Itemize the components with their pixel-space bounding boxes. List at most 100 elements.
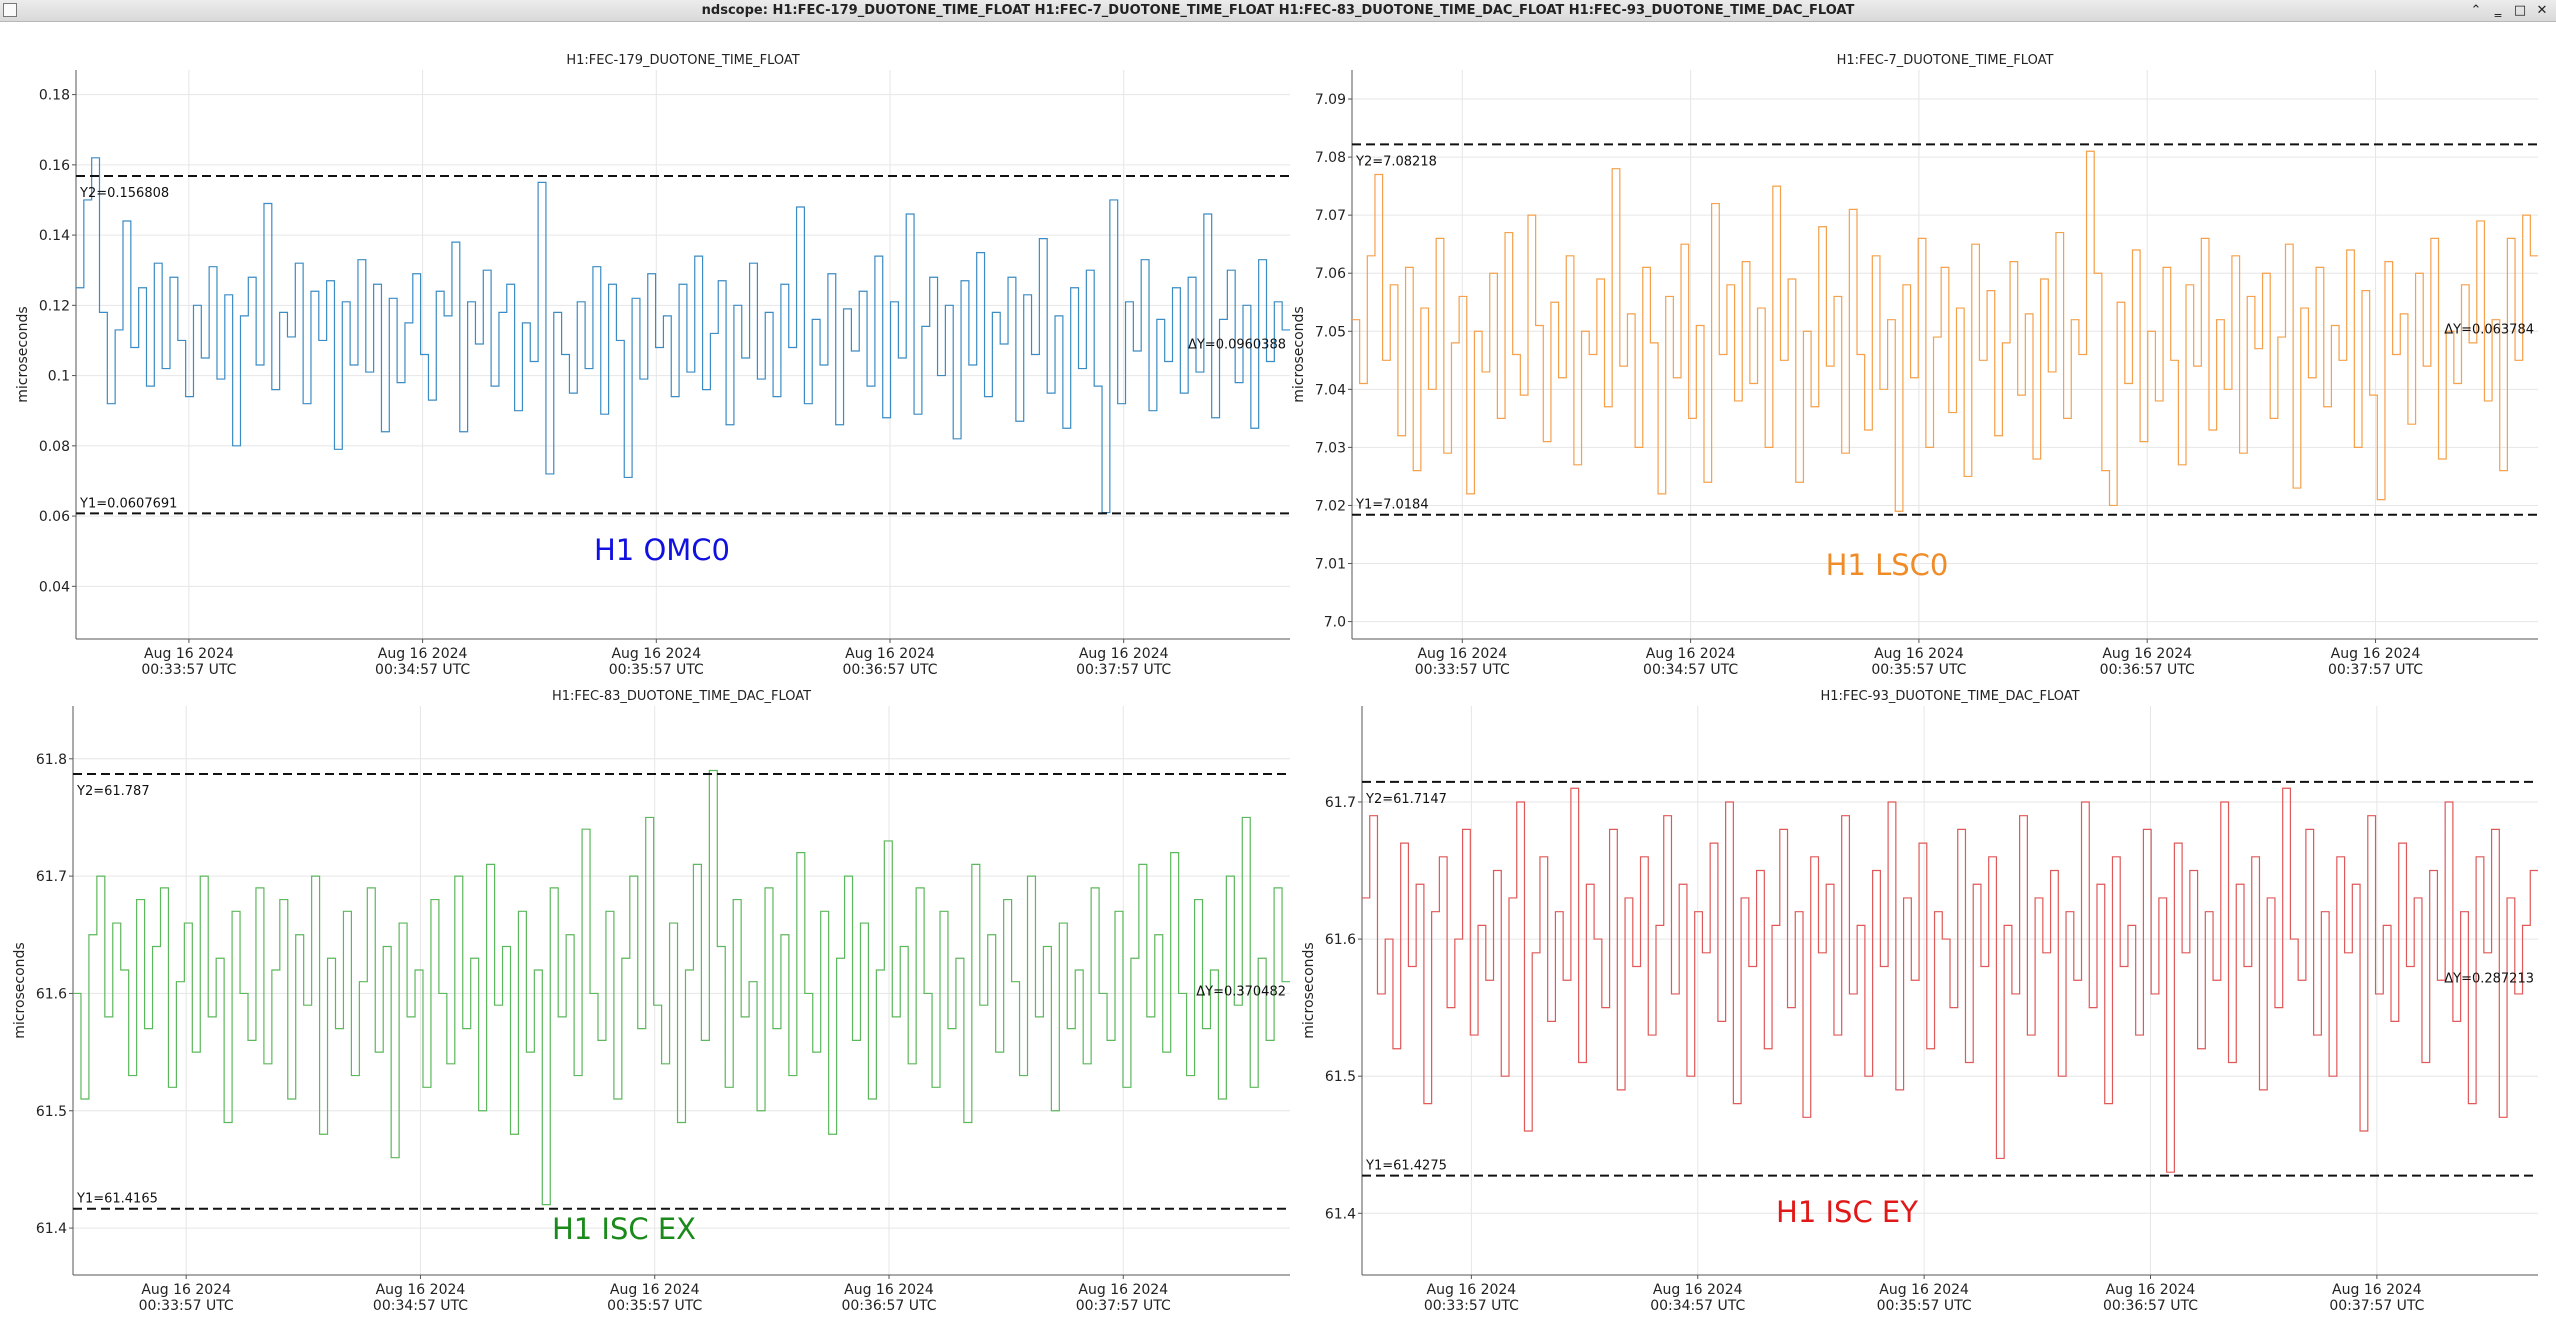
plot-title: H1:FEC-7_DUOTONE_TIME_FLOAT	[1837, 53, 2054, 68]
cursor-y2-label: Y2=0.156808	[79, 186, 169, 201]
y-axis-label: microseconds	[12, 942, 28, 1038]
cursor-y1-label: Y1=7.0184	[1355, 498, 1429, 513]
x-tick-label-time: 00:34:57 UTC	[373, 1298, 468, 1314]
x-tick-label-time: 00:36:57 UTC	[841, 1298, 936, 1314]
y-tick-label: 7.06	[1315, 266, 1346, 282]
x-tick-label-date: Aug 16 2024	[845, 646, 935, 662]
y-tick-label: 0.18	[39, 88, 70, 104]
restore-up-button[interactable]: ⌃	[2470, 3, 2482, 18]
x-tick-label-time: 00:37:57 UTC	[1076, 662, 1171, 678]
x-tick-label-time: 00:33:57 UTC	[1415, 662, 1510, 678]
y-tick-label: 0.04	[39, 579, 70, 595]
minimize-button[interactable]: ‗	[2494, 3, 2502, 18]
x-tick-label-date: Aug 16 2024	[378, 646, 468, 662]
y-tick-label: 61.4	[36, 1221, 67, 1237]
x-tick-label-date: Aug 16 2024	[2332, 1282, 2422, 1298]
y-tick-label: 7.08	[1315, 150, 1346, 166]
x-tick-label-time: 00:36:57 UTC	[842, 662, 937, 678]
y-axis-label: microseconds	[1301, 942, 1317, 1038]
plot-fec-7[interactable]: H1:FEC-7_DUOTONE_TIME_FLOAT 7.0 7.01 7.02 7.…	[1291, 48, 2556, 678]
x-tick-label-time: 00:37:57 UTC	[2329, 1298, 2424, 1314]
x-tick-label-time: 00:36:57 UTC	[2100, 662, 2195, 678]
x-tick-label-time: 00:33:57 UTC	[1424, 1298, 1519, 1314]
x-tick-label-time: 00:33:57 UTC	[141, 662, 236, 678]
app-icon	[3, 3, 17, 17]
window-controls: ⌃ ‗ □ ✕	[2468, 2, 2550, 20]
cursor-y2-label: Y2=61.7147	[1365, 792, 1447, 807]
y-tick-label: 7.0	[1324, 615, 1346, 631]
series-trace	[1362, 787, 2538, 1173]
x-tick-label-time: 00:35:57 UTC	[609, 662, 704, 678]
cursor-y2-label: Y2=7.08218	[1355, 154, 1437, 169]
x-tick-label-date: Aug 16 2024	[141, 1282, 231, 1298]
window-title: ndscope: H1:FEC-179_DUOTONE_TIME_FLOAT H…	[701, 3, 1855, 18]
series-trace	[73, 769, 1290, 1206]
cursor-dy-label: ΔY=0.287213	[2444, 972, 2534, 987]
x-tick-label-date: Aug 16 2024	[1874, 646, 1964, 662]
cursor-y2-label: Y2=61.787	[76, 784, 150, 799]
x-tick-label-date: Aug 16 2024	[1427, 1282, 1517, 1298]
y-tick-label: 0.06	[39, 509, 70, 525]
maximize-button[interactable]: □	[2513, 3, 2527, 18]
y-axis-label: microseconds	[1291, 306, 1307, 402]
x-tick-label-date: Aug 16 2024	[2331, 646, 2421, 662]
channel-annotation: H1 ISC EY	[1776, 1195, 1918, 1229]
cursor-dy-label: ΔY=0.063784	[2444, 323, 2534, 338]
channel-annotation: H1 LSC0	[1826, 548, 1949, 582]
x-tick-label-time: 00:35:57 UTC	[1871, 662, 1966, 678]
x-tick-label-time: 00:34:57 UTC	[1643, 662, 1738, 678]
plot-title: H1:FEC-83_DUOTONE_TIME_DAC_FLOAT	[552, 689, 811, 704]
plot-title: H1:FEC-93_DUOTONE_TIME_DAC_FLOAT	[1820, 689, 2079, 704]
y-tick-label: 61.8	[36, 752, 67, 768]
close-button[interactable]: ✕	[2536, 3, 2548, 18]
channel-annotation: H1 ISC EX	[552, 1212, 696, 1246]
y-tick-label: 61.6	[36, 986, 67, 1002]
y-tick-label: 0.08	[39, 439, 70, 455]
plot-fec-83[interactable]: H1:FEC-83_DUOTONE_TIME_DAC_FLOAT 61.4 61.5…	[0, 684, 1295, 1314]
y-tick-label: 61.7	[36, 869, 67, 885]
x-tick-label-time: 00:37:57 UTC	[1076, 1298, 1171, 1314]
x-tick-label-time: 00:37:57 UTC	[2328, 662, 2423, 678]
grid-lines	[1352, 70, 2538, 639]
window-titlebar[interactable]: ndscope: H1:FEC-179_DUOTONE_TIME_FLOAT H…	[0, 0, 2556, 22]
x-tick-label-date: Aug 16 2024	[844, 1282, 934, 1298]
x-tick-label-time: 00:33:57 UTC	[139, 1298, 234, 1314]
y-tick-label: 61.7	[1325, 795, 1356, 811]
y-tick-label: 61.5	[36, 1104, 67, 1120]
x-tick-label-date: Aug 16 2024	[1653, 1282, 1743, 1298]
y-tick-label: 7.03	[1315, 440, 1346, 456]
y-tick-label: 0.1	[48, 369, 70, 385]
y-tick-label: 0.12	[39, 298, 70, 314]
series-trace	[76, 157, 1290, 514]
x-tick-label-date: Aug 16 2024	[1646, 646, 1736, 662]
y-tick-label: 7.09	[1315, 92, 1346, 108]
plot-fec-93[interactable]: H1:FEC-93_DUOTONE_TIME_DAC_FLOAT 61.4 61.5…	[1295, 684, 2556, 1314]
channel-annotation: H1 OMC0	[594, 533, 730, 567]
cursor-y1-label: Y1=61.4275	[1365, 1159, 1447, 1174]
cursor-dy-label: ΔY=0.370482	[1196, 984, 1286, 999]
x-tick-label-date: Aug 16 2024	[376, 1282, 466, 1298]
x-tick-label-time: 00:35:57 UTC	[607, 1298, 702, 1314]
plot-fec-179[interactable]: H1:FEC-179_DUOTONE_TIME_FLOAT 0.04 0.06 0.0…	[0, 48, 1295, 678]
x-tick-label-date: Aug 16 2024	[1078, 1282, 1168, 1298]
grid-lines	[1362, 706, 2538, 1275]
x-tick-label-date: Aug 16 2024	[2106, 1282, 2196, 1298]
x-tick-label-date: Aug 16 2024	[1417, 646, 1507, 662]
y-tick-label: 7.04	[1315, 382, 1346, 398]
plot-title: H1:FEC-179_DUOTONE_TIME_FLOAT	[566, 53, 799, 68]
x-tick-label-time: 00:34:57 UTC	[375, 662, 470, 678]
cursor-y1-label: Y1=0.0607691	[79, 496, 177, 511]
x-tick-label-date: Aug 16 2024	[2102, 646, 2192, 662]
y-tick-label: 0.16	[39, 158, 70, 174]
y-tick-label: 61.5	[1325, 1069, 1356, 1085]
y-tick-label: 7.02	[1315, 498, 1346, 514]
y-axis-label: microseconds	[15, 306, 31, 402]
y-tick-label: 7.07	[1315, 208, 1346, 224]
cursor-y1-label: Y1=61.4165	[76, 1192, 158, 1207]
grid-lines	[76, 70, 1290, 639]
x-tick-label-date: Aug 16 2024	[610, 1282, 700, 1298]
x-tick-label-date: Aug 16 2024	[1879, 1282, 1969, 1298]
y-tick-label: 7.01	[1315, 557, 1346, 573]
x-tick-label-date: Aug 16 2024	[611, 646, 701, 662]
cursor-dy-label: ΔY=0.0960388	[1188, 338, 1286, 353]
